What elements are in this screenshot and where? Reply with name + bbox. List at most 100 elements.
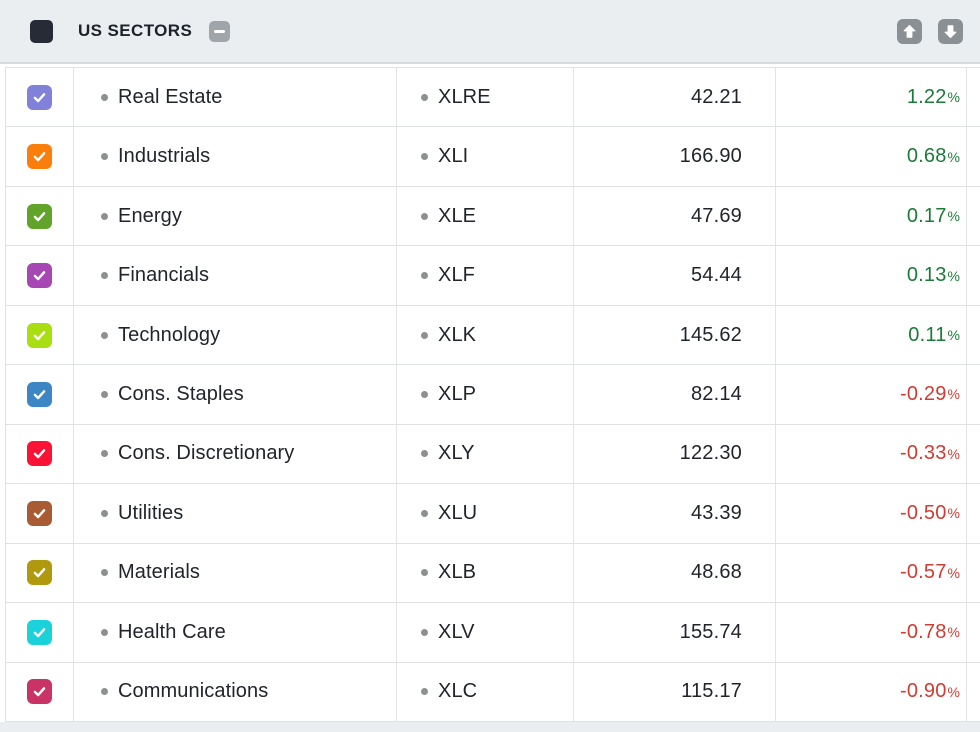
change-cell: -0.90 % <box>776 662 967 721</box>
collapse-button[interactable] <box>209 20 231 42</box>
cutoff-column <box>967 306 980 364</box>
checkbox-cell <box>6 186 74 246</box>
bullet-icon <box>101 688 108 696</box>
ticker: XLK <box>438 323 477 346</box>
change-cell: -0.33 % <box>776 424 967 484</box>
sector-name-cell: Materials <box>74 543 397 603</box>
table-row[interactable]: Financials XLF 54.44 0.13 % <box>6 246 980 306</box>
change-cell: -0.78 % <box>776 603 967 662</box>
row-checkbox[interactable] <box>27 619 52 645</box>
row-checkbox[interactable] <box>27 263 52 289</box>
change-cell: -0.50 % <box>776 484 967 543</box>
checkbox-cell <box>6 424 74 484</box>
cutoff-column <box>967 484 980 542</box>
price: 115.17 <box>681 680 742 703</box>
ticker: XLU <box>438 501 478 524</box>
checkmark-icon <box>33 627 46 638</box>
change-value: -0.78 <box>899 620 947 643</box>
table-row[interactable]: Cons. Staples XLP 82.14 -0.29 % <box>6 365 980 425</box>
sector-name-cell: Cons. Discretionary <box>74 424 397 484</box>
price-cell: 115.17 <box>574 662 776 721</box>
row-checkbox[interactable] <box>27 144 52 170</box>
percent-sign: % <box>947 208 960 225</box>
sector-name-cell: Financials <box>74 246 397 305</box>
row-checkbox[interactable] <box>27 381 52 407</box>
move-down-button[interactable] <box>938 18 963 44</box>
table-row[interactable]: Technology XLK 145.62 0.11 % <box>6 305 980 366</box>
bullet-icon <box>101 331 108 339</box>
checkmark-icon <box>33 152 46 162</box>
bullet-icon <box>421 390 428 398</box>
checkmark-icon <box>33 271 46 281</box>
price: 145.62 <box>679 323 742 346</box>
change-value: -0.29 <box>899 382 947 405</box>
sector-name: Financials <box>118 264 210 287</box>
percent-sign: % <box>947 89 960 106</box>
table-row[interactable]: Utilities XLU 43.39 -0.50 % <box>6 484 980 544</box>
ticker-cell: XLP <box>397 365 574 424</box>
table-row[interactable]: Real Estate XLRE 42.21 1.22 % <box>6 68 980 128</box>
bullet-icon <box>101 93 108 101</box>
checkbox-cell <box>6 305 74 365</box>
price: 42.21 <box>690 85 742 108</box>
bullet-icon <box>101 153 108 161</box>
table-row[interactable]: Communications XLC 115.17 -0.90 % <box>6 662 980 722</box>
row-checkbox[interactable] <box>27 84 52 110</box>
change-cell: -0.29 % <box>776 365 967 424</box>
checkmark-icon <box>33 508 46 519</box>
change-value: 0.17 <box>906 204 947 227</box>
cutoff-column <box>967 544 980 602</box>
price: 82.14 <box>690 382 742 405</box>
bullet-icon <box>421 688 428 696</box>
row-checkbox[interactable] <box>27 322 52 348</box>
checkbox-cell <box>6 603 74 662</box>
percent-sign: % <box>947 683 960 700</box>
ticker: XLB <box>438 561 477 584</box>
change-value: -0.50 <box>899 501 947 524</box>
table-row[interactable]: Energy XLE 47.69 0.17 % <box>6 186 980 247</box>
section-title: US SECTORS <box>78 21 193 40</box>
sector-name-cell: Utilities <box>74 484 397 543</box>
section-color-block[interactable] <box>30 19 53 43</box>
sector-name: Utilities <box>118 501 184 524</box>
change-value: -0.90 <box>899 680 947 703</box>
change-cell: 0.11 % <box>776 305 967 365</box>
bullet-icon <box>421 93 428 101</box>
ticker: XLI <box>438 145 469 168</box>
change-value: 1.22 <box>906 85 947 108</box>
checkbox-cell <box>6 484 74 543</box>
row-checkbox[interactable] <box>27 441 52 467</box>
change-value: 0.68 <box>906 145 947 168</box>
ticker-cell: XLV <box>397 603 574 662</box>
cutoff-column <box>967 603 980 661</box>
bullet-icon <box>101 509 108 517</box>
sector-name: Real Estate <box>118 85 223 108</box>
price-cell: 155.74 <box>574 603 776 662</box>
bullet-icon <box>421 450 428 458</box>
table-row[interactable]: Industrials XLI 166.90 0.68 % <box>6 127 980 187</box>
minus-icon <box>214 29 226 33</box>
price-cell: 42.21 <box>574 68 776 127</box>
row-checkbox[interactable] <box>27 679 52 705</box>
table-row[interactable]: Materials XLB 48.68 -0.57 % <box>6 543 980 604</box>
table-row[interactable]: Health Care XLV 155.74 -0.78 % <box>6 603 980 663</box>
change-value: 0.13 <box>906 264 947 287</box>
sector-name: Communications <box>118 680 269 703</box>
ticker: XLC <box>438 680 478 703</box>
arrow-up-icon <box>903 24 916 38</box>
price-cell: 82.14 <box>574 365 776 424</box>
change-cell: 1.22 % <box>776 68 967 127</box>
price-cell: 166.90 <box>574 127 776 186</box>
row-checkbox[interactable] <box>27 560 52 586</box>
move-up-button[interactable] <box>897 18 922 44</box>
price: 166.90 <box>679 145 742 168</box>
checkbox-cell <box>6 246 74 305</box>
checkbox-cell <box>6 127 74 186</box>
row-checkbox[interactable] <box>27 500 52 526</box>
table-row[interactable]: Cons. Discretionary XLY 122.30 -0.33 % <box>6 424 980 485</box>
sector-name-cell: Cons. Staples <box>74 365 397 424</box>
percent-sign: % <box>947 564 960 581</box>
percent-sign: % <box>947 445 960 462</box>
ticker: XLRE <box>438 85 491 108</box>
row-checkbox[interactable] <box>27 203 52 229</box>
